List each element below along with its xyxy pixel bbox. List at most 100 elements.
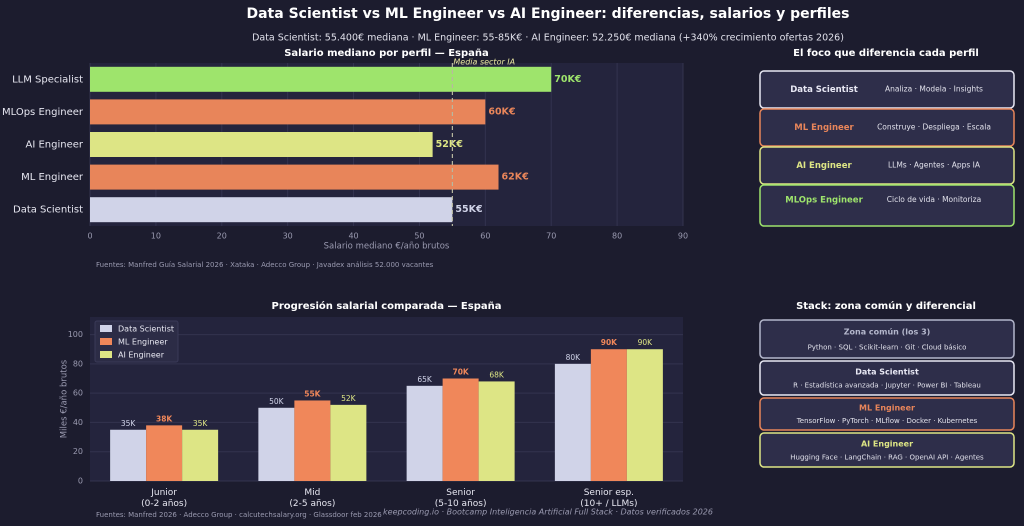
bar bbox=[478, 381, 515, 481]
reference-label: Media sector IA bbox=[453, 58, 515, 67]
card-description: Ciclo de vida · Monitoriza bbox=[887, 195, 981, 204]
value-label: 35K bbox=[193, 419, 209, 428]
y-tick-label: LLM Specialist bbox=[12, 74, 83, 85]
y-tick-label: 20 bbox=[73, 447, 83, 456]
x-tick-label: 70 bbox=[546, 232, 556, 241]
card-description: LLMs · Agentes · Apps IA bbox=[888, 161, 981, 170]
value-label: 60K€ bbox=[488, 106, 515, 117]
focus-card bbox=[759, 108, 1015, 147]
focus-card bbox=[759, 184, 1015, 227]
legend-box bbox=[94, 320, 179, 363]
focus-title: El foco que diferencia cada perfil bbox=[793, 48, 979, 59]
card-name: Zona común (los 3) bbox=[844, 328, 931, 337]
x-tick-label: 50 bbox=[414, 232, 424, 241]
card-tools: R · Estadística avanzada · Jupyter · Pow… bbox=[793, 381, 981, 389]
value-label: 55K bbox=[304, 389, 321, 398]
bar bbox=[590, 349, 627, 481]
legend-label: Data Scientist bbox=[118, 325, 174, 334]
legend-swatch bbox=[100, 325, 112, 332]
x-tick-label: 80 bbox=[612, 232, 622, 241]
chart-title: Salario mediano por perfil — España bbox=[284, 48, 489, 59]
value-label: 65K bbox=[417, 375, 433, 384]
legend-swatch bbox=[100, 351, 112, 358]
card-description: Construye · Despliega · Escala bbox=[877, 123, 991, 132]
page-subtitle: Data Scientist: 55.400€ mediana · ML Eng… bbox=[252, 33, 844, 44]
bar bbox=[330, 404, 367, 481]
card-tools: Python · SQL · Scikit-learn · Git · Clou… bbox=[808, 343, 967, 351]
value-label: 52K€ bbox=[436, 139, 463, 150]
bar bbox=[406, 385, 443, 481]
y-tick-label: 60 bbox=[73, 389, 83, 398]
source-note: Fuentes: Manfred Guía Salarial 2026 · Xa… bbox=[96, 261, 434, 269]
stack-card bbox=[759, 397, 1015, 431]
y-axis-label: Miles €/año brutos bbox=[60, 359, 70, 438]
x-axis-label: Salario mediano €/año brutos bbox=[324, 242, 450, 252]
bar bbox=[90, 99, 486, 125]
value-label: 90K bbox=[601, 338, 618, 347]
card-name: ML Engineer bbox=[859, 404, 915, 413]
focus-card bbox=[759, 70, 1015, 109]
stack-card bbox=[759, 360, 1015, 396]
value-label: 70K bbox=[453, 368, 470, 377]
card-name: MLOps Engineer bbox=[785, 196, 863, 206]
x-tick-label: 20 bbox=[217, 232, 227, 241]
bar bbox=[258, 407, 295, 481]
bar bbox=[294, 400, 331, 481]
y-tick-label: MLOps Engineer bbox=[2, 107, 84, 118]
value-label: 38K bbox=[156, 414, 173, 423]
card-name: Data Scientist bbox=[790, 85, 858, 95]
bar bbox=[110, 429, 147, 481]
x-tick-label: 30 bbox=[283, 232, 293, 241]
value-label: 62K€ bbox=[502, 172, 529, 183]
value-label: 55K€ bbox=[455, 204, 482, 215]
card-tools: Hugging Face · LangChain · RAG · OpenAI … bbox=[790, 453, 984, 461]
y-tick-label: Data Scientist bbox=[13, 205, 83, 216]
bar bbox=[90, 164, 499, 190]
source-note: Fuentes: Manfred 2026 · Adecco Group · c… bbox=[96, 511, 382, 519]
value-label: 50K bbox=[269, 397, 285, 406]
bar bbox=[146, 425, 183, 481]
x-tick-label: 10 bbox=[151, 232, 161, 241]
value-label: 68K bbox=[489, 370, 505, 379]
bar bbox=[90, 132, 433, 157]
value-label: 80K bbox=[566, 353, 582, 362]
x-tick-label: Senior esp. (10+ / LLMs) bbox=[580, 488, 637, 509]
bar bbox=[626, 349, 663, 481]
card-description: Analiza · Modela · Insights bbox=[885, 85, 983, 94]
bar bbox=[442, 378, 479, 481]
stack-title: Stack: zona común y diferencial bbox=[796, 300, 976, 312]
card-tools: TensorFlow · PyTorch · MLflow · Docker ·… bbox=[796, 417, 978, 425]
footer: keepcoding.io · Bootcamp Inteligencia Ar… bbox=[383, 508, 713, 517]
value-label: 35K bbox=[121, 419, 137, 428]
y-tick-label: 100 bbox=[68, 330, 83, 339]
card-name: AI Engineer bbox=[861, 439, 913, 448]
y-tick-label: 80 bbox=[73, 359, 83, 368]
bar bbox=[90, 197, 453, 223]
legend-swatch bbox=[100, 338, 112, 345]
x-tick-label: 90 bbox=[678, 232, 688, 241]
x-tick-label: 60 bbox=[480, 232, 490, 241]
card-name: AI Engineer bbox=[796, 161, 852, 171]
page-title: Data Scientist vs ML Engineer vs AI Engi… bbox=[246, 6, 849, 22]
x-tick-label: Senior (5-10 años) bbox=[435, 488, 487, 509]
y-tick-label: AI Engineer bbox=[25, 140, 83, 151]
stack-card bbox=[759, 319, 1015, 359]
x-tick-label: Mid (2-5 años) bbox=[289, 488, 335, 509]
bar bbox=[90, 66, 552, 92]
y-tick-label: 40 bbox=[73, 418, 83, 427]
focus-card bbox=[759, 146, 1015, 185]
chart-title: Progresión salarial comparada — España bbox=[272, 300, 502, 312]
bar bbox=[554, 363, 591, 481]
bar bbox=[182, 429, 219, 481]
legend-label: ML Engineer bbox=[118, 338, 168, 347]
legend-label: AI Engineer bbox=[118, 351, 165, 360]
stack-card bbox=[759, 432, 1015, 468]
card-name: ML Engineer bbox=[794, 123, 854, 133]
x-tick-label: Junior (0-2 años) bbox=[141, 488, 187, 509]
x-tick-label: 0 bbox=[87, 232, 92, 241]
x-tick-label: 40 bbox=[348, 232, 358, 241]
card-name: Data Scientist bbox=[855, 367, 919, 376]
value-label: 90K bbox=[638, 338, 654, 347]
